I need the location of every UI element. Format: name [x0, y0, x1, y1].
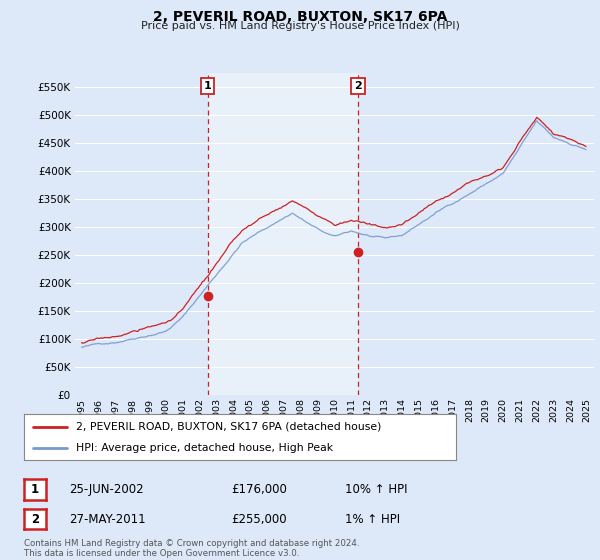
Text: HPI: Average price, detached house, High Peak: HPI: Average price, detached house, High…	[76, 443, 333, 453]
Text: Price paid vs. HM Land Registry's House Price Index (HPI): Price paid vs. HM Land Registry's House …	[140, 21, 460, 31]
Text: 2: 2	[31, 512, 39, 526]
Text: 27-MAY-2011: 27-MAY-2011	[69, 512, 146, 526]
Text: 1: 1	[204, 81, 212, 91]
Text: 10% ↑ HPI: 10% ↑ HPI	[345, 483, 407, 496]
Text: £176,000: £176,000	[231, 483, 287, 496]
Bar	[208, 73, 358, 395]
Text: 2, PEVERIL ROAD, BUXTON, SK17 6PA: 2, PEVERIL ROAD, BUXTON, SK17 6PA	[153, 10, 447, 24]
Text: 1: 1	[31, 483, 39, 496]
Text: 1% ↑ HPI: 1% ↑ HPI	[345, 512, 400, 526]
Text: £255,000: £255,000	[231, 512, 287, 526]
Text: 2: 2	[354, 81, 362, 91]
Text: 25-JUN-2002: 25-JUN-2002	[69, 483, 143, 496]
Text: Contains HM Land Registry data © Crown copyright and database right 2024.
This d: Contains HM Land Registry data © Crown c…	[24, 539, 359, 558]
Text: 2, PEVERIL ROAD, BUXTON, SK17 6PA (detached house): 2, PEVERIL ROAD, BUXTON, SK17 6PA (detac…	[76, 422, 381, 432]
